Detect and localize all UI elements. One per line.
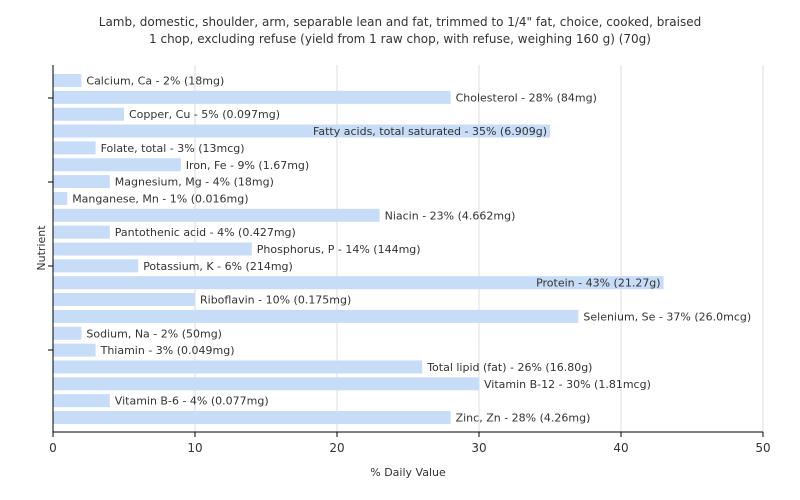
bar-label: Cholesterol - 28% (84mg) (456, 91, 597, 104)
bar-label: Sodium, Na - 2% (50mg) (86, 327, 222, 340)
bar (53, 158, 181, 172)
x-tick-label: 20 (329, 441, 344, 455)
bar (53, 208, 380, 222)
bar-label: Pantothenic acid - 4% (0.427mg) (115, 226, 296, 239)
bar-label: Manganese, Mn - 1% (0.016mg) (72, 192, 248, 205)
bar-label: Vitamin B-12 - 30% (1.81mcg) (484, 378, 651, 391)
bar-label: Potassium, K - 6% (214mg) (143, 260, 293, 273)
bar-label: Protein - 43% (21.27g) (536, 277, 661, 290)
bar (53, 326, 82, 340)
bar (53, 276, 664, 290)
bar (53, 74, 82, 87)
chart-title-line-2: 1 chop, excluding refuse (yield from 1 r… (149, 32, 651, 46)
bar-label: Phosphorus, P - 14% (144mg) (257, 243, 421, 256)
bar-label: Riboflavin - 10% (0.175mg) (200, 294, 351, 307)
bar-label: Total lipid (fat) - 26% (16.80g) (426, 361, 592, 374)
bar-label: Folate, total - 3% (13mcg) (101, 142, 245, 155)
bar-label: Copper, Cu - 5% (0.097mg) (129, 108, 280, 121)
bar (53, 191, 68, 205)
bar (53, 175, 110, 189)
x-tick-label: 50 (755, 441, 770, 455)
x-tick-label: 30 (471, 441, 486, 455)
bar (53, 360, 423, 374)
bar (53, 309, 579, 323)
bar (53, 377, 479, 391)
bar-label: Fatty acids, total saturated - 35% (6.90… (313, 125, 547, 138)
bar-label: Zinc, Zn - 28% (4.26mg) (456, 412, 591, 425)
bar-label: Vitamin B-6 - 4% (0.077mg) (115, 395, 269, 408)
bar (53, 242, 252, 256)
bar (53, 90, 451, 104)
x-tick-label: 40 (613, 441, 628, 455)
x-tick-label: 0 (49, 441, 57, 455)
chart-title-line-1: Lamb, domestic, shoulder, arm, separable… (98, 15, 702, 29)
bar-label: Iron, Fe - 9% (1.67mg) (186, 159, 309, 172)
bar (53, 394, 110, 408)
bar (53, 225, 110, 239)
bar-label: Selenium, Se - 37% (26.0mcg) (583, 310, 751, 323)
bar-label: Magnesium, Mg - 4% (18mg) (115, 176, 274, 189)
x-axis-title: % Daily Value (370, 466, 446, 479)
bar (53, 141, 96, 155)
bar (53, 343, 96, 357)
bar (53, 107, 124, 121)
bar (53, 293, 195, 307)
bar-label: Calcium, Ca - 2% (18mg) (86, 75, 224, 88)
bar (53, 124, 550, 138)
bar-label: Niacin - 23% (4.662mg) (385, 209, 516, 222)
bar-label: Thiamin - 3% (0.049mg) (100, 344, 235, 357)
bar (53, 411, 451, 424)
bar (53, 259, 139, 273)
y-axis-title: Nutrient (35, 225, 48, 271)
x-tick-label: 10 (187, 441, 202, 455)
